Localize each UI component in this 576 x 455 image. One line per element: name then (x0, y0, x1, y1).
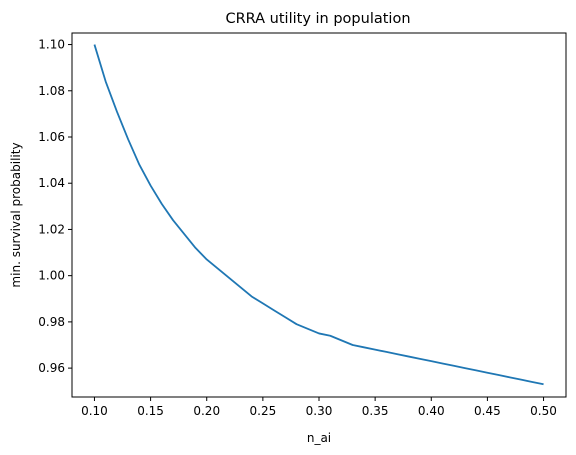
x-tick-label: 0.15 (137, 404, 164, 418)
x-tick-label: 0.50 (530, 404, 557, 418)
x-tick-label: 0.30 (306, 404, 333, 418)
x-axis-label: n_ai (307, 431, 331, 445)
x-axis: 0.10 0.15 0.20 0.25 0.30 0.35 0.40 0.45 0.50 (81, 397, 557, 418)
x-tick-label: 0.45 (474, 404, 501, 418)
plot-frame (71, 32, 567, 398)
plot-area (93, 44, 544, 386)
chart-title: CRRA utility in population (225, 11, 410, 27)
x-tick-label: 0.10 (81, 404, 108, 418)
y-tick-label: 1.10 (38, 38, 65, 52)
y-tick-label: 1.06 (38, 130, 65, 144)
x-tick-label: 0.35 (362, 404, 389, 418)
x-tick-label: 0.25 (250, 404, 277, 418)
y-tick-label: 1.00 (38, 269, 65, 283)
y-tick-label: 1.08 (38, 84, 65, 98)
y-tick-label: 1.04 (38, 176, 65, 190)
x-tick-label: 0.40 (418, 404, 445, 418)
y-tick-label: 0.98 (38, 315, 65, 329)
y-tick-label: 0.96 (38, 361, 65, 375)
y-axis: 0.96 0.98 1.00 1.02 1.04 1.06 1.08 1.10 (38, 38, 72, 375)
series-line-0 (93, 44, 544, 386)
y-axis-label: min. survival probability (9, 142, 23, 287)
x-tick-label: 0.20 (193, 404, 220, 418)
y-tick-label: 1.02 (38, 222, 65, 236)
